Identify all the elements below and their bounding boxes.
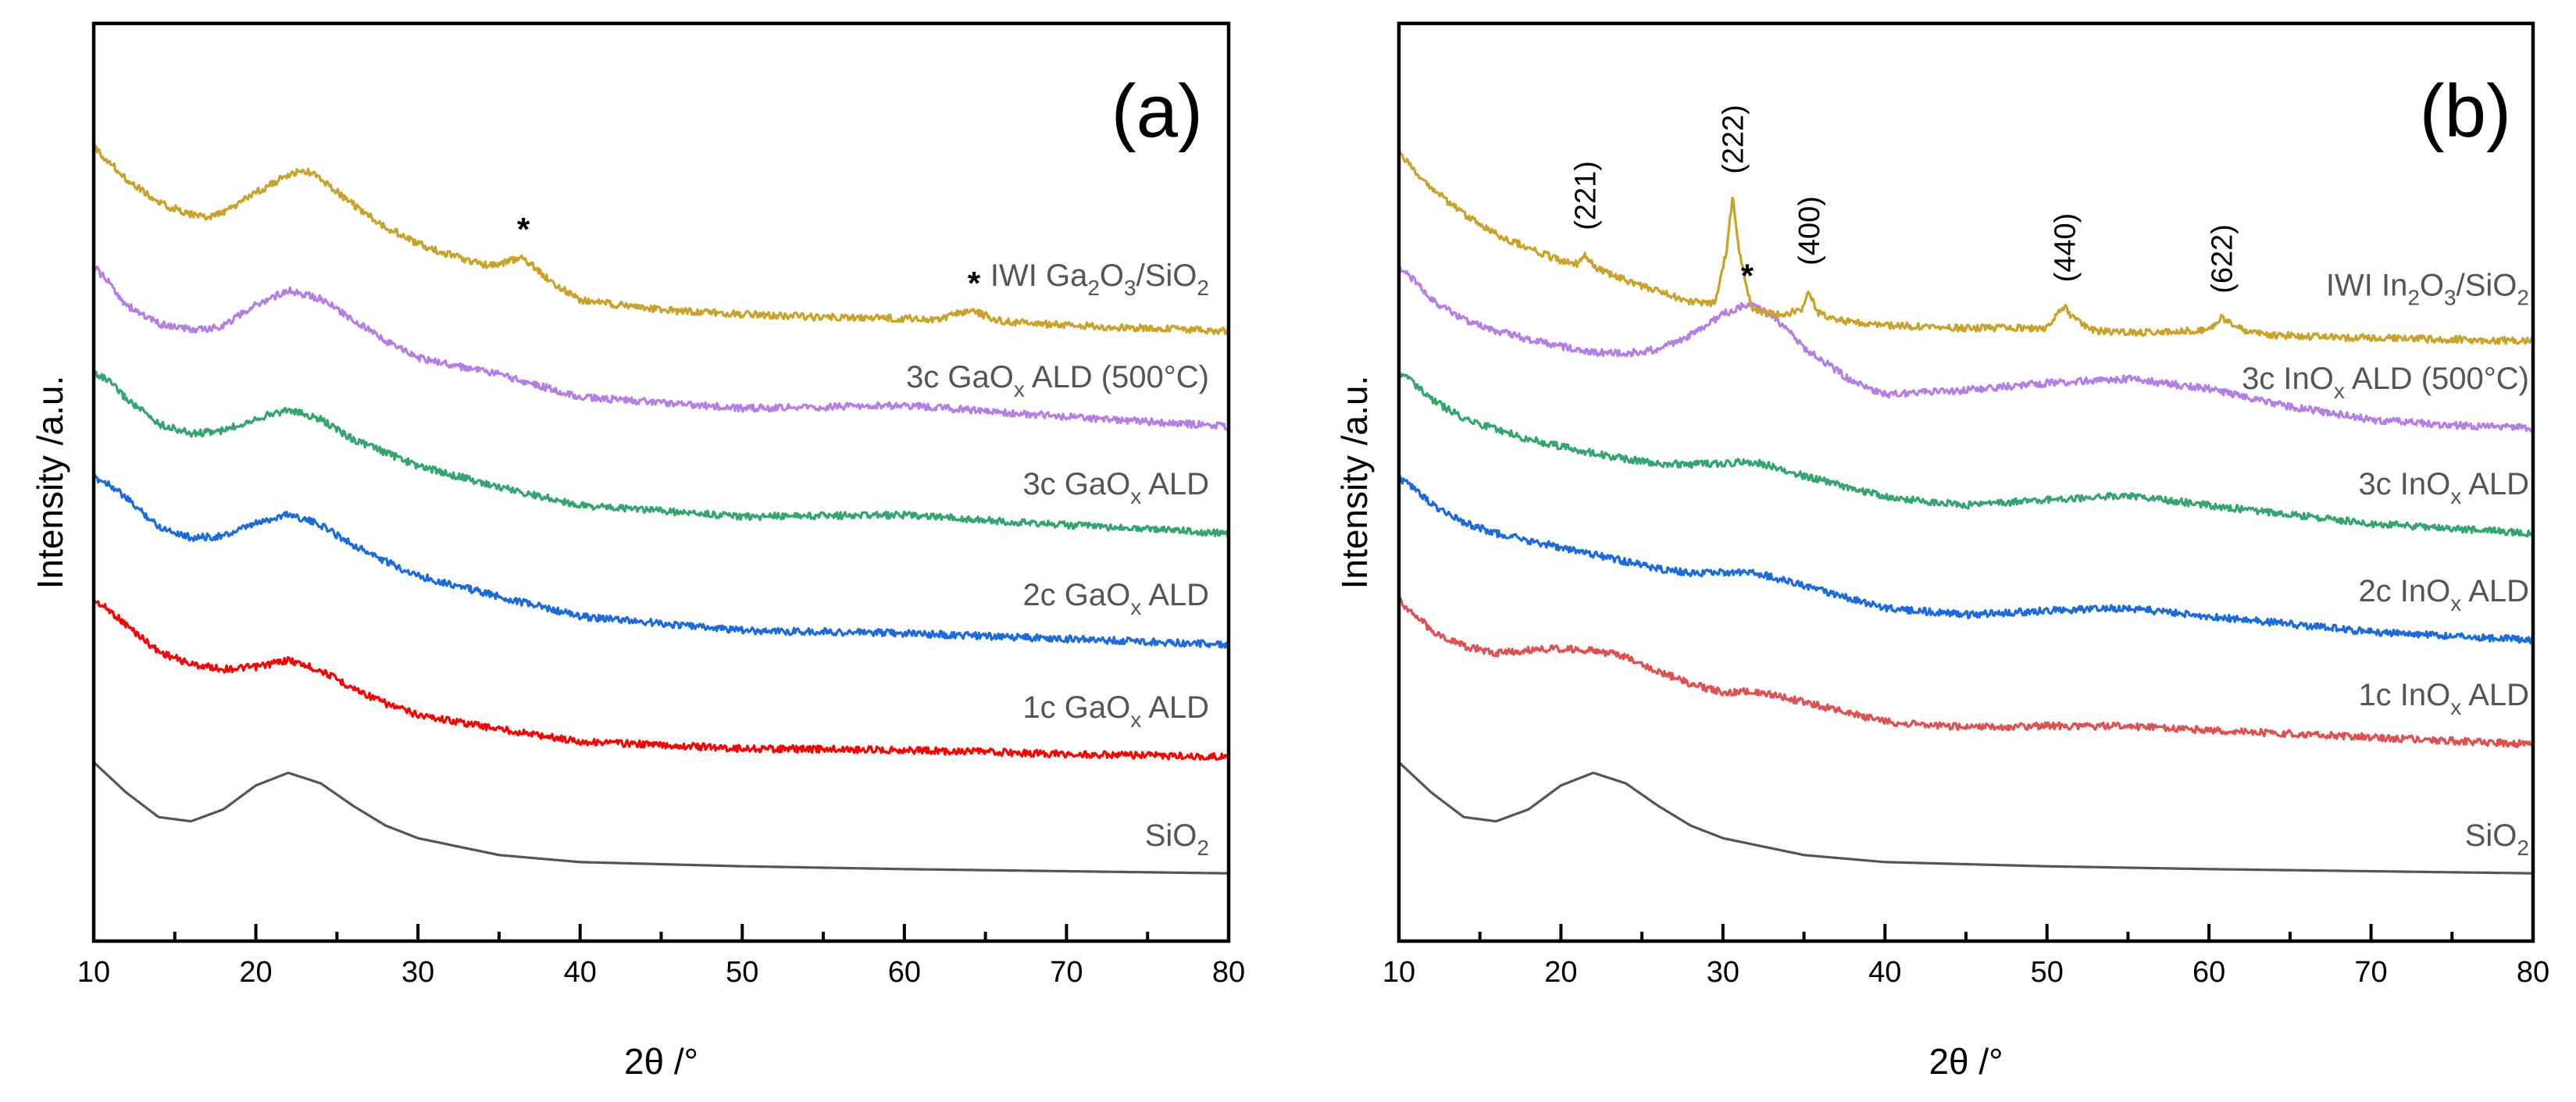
series-label-text: 1c GaO xyxy=(1022,690,1130,725)
series-label-subscript: x xyxy=(2450,695,2461,719)
series-label-0: SiO2 xyxy=(1145,818,1209,860)
x-tick-label: 40 xyxy=(564,956,597,989)
series-label-1: 1c InOx ALD xyxy=(2358,678,2529,719)
series-label-5: IWI Ga2O3/SiO2 xyxy=(990,259,1209,300)
series-label-subscript: x xyxy=(2450,484,2461,508)
hkl-label: (440) xyxy=(2050,213,2082,283)
series-label-subscript: x xyxy=(1130,484,1141,508)
series-label-text: ALD xyxy=(2461,678,2529,712)
hkl-label: (222) xyxy=(1717,105,1750,174)
hkl-label: (622) xyxy=(2207,224,2239,294)
series-label-subscript: x xyxy=(1014,377,1025,401)
series-label-subscript: 2 xyxy=(1087,276,1100,300)
series-label-text: ALD xyxy=(1141,467,1209,501)
series-line-1 xyxy=(92,596,1230,761)
series-label-text: /SiO xyxy=(1136,259,1197,293)
series-label-text: SiO xyxy=(1145,818,1197,853)
series-label-subscript: x xyxy=(1130,708,1141,732)
series-label-text: /SiO xyxy=(2456,268,2517,302)
x-tick-label: 10 xyxy=(77,956,110,989)
series-label-subscript: x xyxy=(1130,595,1141,619)
x-axis-title: 2θ /° xyxy=(1928,1041,2003,1082)
series-label-subscript: 3 xyxy=(2444,285,2456,309)
series-label-text: ALD (500°C) xyxy=(1025,360,1209,394)
series-label-text: 3c GaO xyxy=(1022,467,1130,501)
series-label-0: SiO2 xyxy=(2465,818,2529,860)
series-label-subscript: 2 xyxy=(1197,836,1209,860)
series-label-text: ALD (500°C) xyxy=(2345,362,2529,396)
y-axis-title: Intensity /a.u. xyxy=(1334,376,1375,590)
panel-label: (a) xyxy=(1111,70,1203,153)
hkl-label: (400) xyxy=(1793,196,1826,266)
series-label-text: O xyxy=(2420,268,2444,302)
series-line-0 xyxy=(92,761,1230,875)
peak-marker-star: * xyxy=(517,211,530,248)
x-tick-label: 20 xyxy=(239,956,272,989)
x-tick-label: 10 xyxy=(1383,956,1415,989)
series-label-text: ALD xyxy=(2461,467,2529,501)
x-tick-label: 70 xyxy=(2354,956,2387,989)
series-label-text: IWI In xyxy=(2326,268,2407,302)
series-label-subscript: 3 xyxy=(1124,276,1136,300)
x-axis-title: 2θ /° xyxy=(624,1041,698,1082)
series-label-text: 3c InO xyxy=(2242,362,2334,396)
x-tick-label: 30 xyxy=(401,956,434,989)
series-label-5: IWI In2O3/SiO2 xyxy=(2326,268,2529,309)
series-label-4: 3c InOx ALD (500°C) xyxy=(2242,362,2529,403)
series-label-text: ALD xyxy=(2461,574,2529,608)
series-label-text: 2c InO xyxy=(2358,574,2450,608)
series-line-1 xyxy=(1397,596,2535,749)
series-label-3: 3c GaOx ALD xyxy=(1022,467,1209,508)
series-line-5 xyxy=(92,142,1230,335)
series-line-5 xyxy=(1397,151,2535,345)
series-label-text: ALD xyxy=(1141,578,1209,612)
series-label-3: 3c InOx ALD xyxy=(2358,467,2529,508)
x-tick-label: 70 xyxy=(1050,956,1083,989)
series-label-text: 1c InO xyxy=(2358,678,2450,712)
series-label-subscript: x xyxy=(2450,591,2461,615)
series-label-text: 2c GaO xyxy=(1022,578,1130,612)
x-tick-label: 20 xyxy=(1544,956,1577,989)
series-line-2 xyxy=(92,473,1230,649)
peak-marker-star: * xyxy=(1741,258,1754,294)
x-tick-label: 80 xyxy=(1212,956,1245,989)
series-line-3 xyxy=(1397,369,2535,538)
y-axis-title: Intensity /a.u. xyxy=(30,376,70,590)
series-label-2: 2c GaOx ALD xyxy=(1022,578,1209,619)
x-tick-label: 50 xyxy=(726,956,758,989)
x-tick-label: 60 xyxy=(2192,956,2225,989)
x-tick-label: 80 xyxy=(2517,956,2549,989)
series-label-text: 3c GaO xyxy=(906,360,1014,394)
series-label-text: SiO xyxy=(2465,818,2517,853)
series-line-4 xyxy=(1397,265,2535,433)
series-label-text: O xyxy=(1100,259,1124,293)
series-label-1: 1c GaOx ALD xyxy=(1022,690,1209,732)
series-label-text: 3c InO xyxy=(2358,467,2450,501)
x-tick-label: 50 xyxy=(2031,956,2064,989)
series-label-subscript: 2 xyxy=(2517,285,2529,309)
x-tick-label: 60 xyxy=(888,956,921,989)
series-label-subscript: 2 xyxy=(2407,285,2420,309)
series-label-subscript: 2 xyxy=(2517,836,2529,860)
x-tick-label: 40 xyxy=(1868,956,1901,989)
series-label-4: 3c GaOx ALD (500°C) xyxy=(906,360,1209,401)
series-line-3 xyxy=(92,369,1230,538)
series-line-0 xyxy=(1397,761,2535,875)
peak-marker-star: * xyxy=(968,265,981,301)
hkl-label: (221) xyxy=(1570,161,1603,230)
series-line-4 xyxy=(92,262,1230,431)
series-line-2 xyxy=(1397,475,2535,645)
panel-label: (b) xyxy=(2420,70,2511,153)
x-tick-label: 30 xyxy=(1707,956,1739,989)
series-label-subscript: 2 xyxy=(1197,276,1209,300)
series-label-text: IWI Ga xyxy=(990,259,1088,293)
series-label-2: 2c InOx ALD xyxy=(2358,574,2529,615)
series-label-subscript: x xyxy=(2334,379,2345,403)
series-label-text: ALD xyxy=(1141,690,1209,725)
